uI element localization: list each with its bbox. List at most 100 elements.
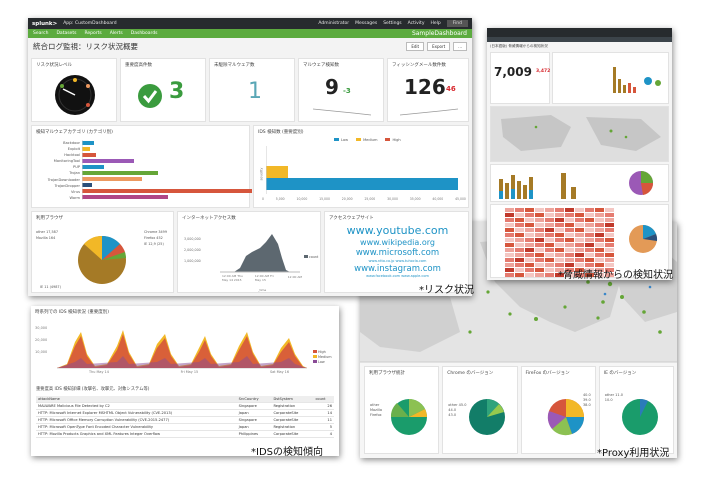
heatmap-cell bbox=[545, 213, 554, 217]
heatmap-cell bbox=[595, 263, 604, 267]
caption-ids: *IDSの検知傾向 bbox=[251, 447, 323, 458]
heatmap-cell bbox=[535, 253, 544, 257]
column-header[interactable]: SrcCountry bbox=[236, 396, 272, 403]
app-switcher[interactable]: App: CustomDashboard bbox=[63, 21, 117, 26]
malware-bar-chart bbox=[82, 140, 252, 200]
heatmap-cell bbox=[605, 253, 614, 257]
heatmap-cell bbox=[515, 213, 524, 217]
site-microsoft[interactable]: www.microsoft.com bbox=[355, 248, 440, 258]
pie-labels: other Mozilla Firefox bbox=[370, 403, 383, 417]
heatmap-cell bbox=[605, 243, 614, 247]
heatmap-cell bbox=[575, 268, 584, 272]
heatmap-cell bbox=[595, 248, 604, 252]
heatmap-cell bbox=[585, 228, 594, 232]
heatmap-cell bbox=[585, 218, 594, 222]
heatmap-cell bbox=[575, 243, 584, 247]
menu-administrator[interactable]: Administrator bbox=[318, 21, 350, 26]
site-youtube[interactable]: www.youtube.com bbox=[346, 224, 449, 237]
column-header[interactable]: DstSystem bbox=[271, 396, 314, 403]
export-button[interactable]: Export bbox=[427, 42, 451, 51]
site-small-2[interactable]: www.facebook.com www.apple.com bbox=[366, 274, 429, 278]
ids-legend: High Medium Low bbox=[313, 350, 332, 365]
heatmap-cell bbox=[505, 253, 514, 257]
table-row[interactable]: HTTP: Microsoft Internet Explorer MSHTML… bbox=[36, 409, 334, 417]
dashboard-actions: Edit Export ... bbox=[406, 42, 467, 51]
threat-topbar bbox=[487, 28, 672, 37]
table-body: MALWARE Malicious File Detected by C2 Sin… bbox=[36, 402, 334, 438]
heatmap-cell bbox=[535, 238, 544, 242]
heatmap-cell bbox=[575, 248, 584, 252]
website-panel: アクセスウェブサイト www.youtube.com www.wikipedia… bbox=[324, 211, 469, 293]
heatmap-cell bbox=[505, 273, 514, 277]
heatmap-cell bbox=[505, 218, 514, 222]
heatmap-cell bbox=[515, 233, 524, 237]
menu-settings[interactable]: Settings bbox=[383, 21, 402, 26]
heatmap-cell bbox=[505, 223, 514, 227]
category-label: Virus bbox=[70, 189, 80, 194]
threat-appbar bbox=[487, 37, 672, 42]
nav-search[interactable]: Search bbox=[33, 31, 49, 36]
site-instagram[interactable]: www.instagram.com bbox=[354, 264, 441, 274]
column-header[interactable]: attackName bbox=[36, 396, 237, 403]
tick-label: 15,000 bbox=[319, 197, 330, 201]
heatmap-cell bbox=[495, 218, 504, 222]
menu-messages[interactable]: Messages bbox=[355, 21, 378, 26]
table-cell: 11 bbox=[313, 416, 334, 424]
table-cell: 4 bbox=[313, 430, 334, 438]
legend-swatch-high bbox=[385, 138, 391, 141]
proxy-ie-panel: IE のバージョン other 11.0 10.0 bbox=[598, 366, 674, 454]
heatmap-cell bbox=[535, 223, 544, 227]
proxy-browser-pie bbox=[390, 399, 427, 435]
tick-label: 0 bbox=[262, 197, 264, 201]
table-row[interactable]: HTTP: Microsoft OpenType Font Encoded Ch… bbox=[36, 423, 334, 431]
heatmap-cell bbox=[525, 238, 534, 242]
heatmap-cell bbox=[535, 243, 544, 247]
heatmap-cell bbox=[545, 243, 554, 247]
heatmap-cell bbox=[545, 263, 554, 267]
nav-alerts[interactable]: Alerts bbox=[109, 31, 123, 36]
table-row[interactable]: HTTP: Microsoft Office Memory Corruption… bbox=[36, 416, 334, 424]
table-cell: Philippines bbox=[236, 430, 272, 438]
heatmap-cell bbox=[605, 233, 614, 237]
heatmap-cell bbox=[525, 268, 534, 272]
site-wikipedia[interactable]: www.wikipedia.org bbox=[360, 238, 435, 247]
heatmap-cell bbox=[605, 213, 614, 217]
nav-dashboards[interactable]: Dashboards bbox=[130, 31, 158, 36]
heatmap-cell bbox=[555, 243, 564, 247]
column-header[interactable]: count bbox=[313, 396, 334, 403]
ids-table-title: 重要度高 IDS 検知詳細 (攻撃名、攻撃元、対象システム等) bbox=[36, 387, 150, 392]
heatmap-cell bbox=[555, 218, 564, 222]
heatmap-cell bbox=[585, 238, 594, 242]
edit-button[interactable]: Edit bbox=[406, 42, 425, 51]
heatmap-cell bbox=[545, 218, 554, 222]
heatmap-cell bbox=[505, 228, 514, 232]
ids-dashboard: 時系列での IDS 検知状況 (重要度別) 30,000 20,000 10,0… bbox=[31, 306, 339, 456]
heatmap-cell bbox=[545, 273, 554, 277]
heatmap-cell bbox=[565, 273, 574, 277]
heatmap-cell bbox=[515, 238, 524, 242]
find-input[interactable]: Find bbox=[446, 20, 468, 27]
nav-datasets[interactable]: Datasets bbox=[56, 31, 77, 36]
heatmap-cell bbox=[595, 233, 604, 237]
site-small[interactable]: www.ntto.co.jp www.tuhocla.com bbox=[368, 259, 427, 263]
table-cell: 14 bbox=[313, 409, 334, 417]
table-row[interactable]: MALWARE Malicious File Detected by C2 Sin… bbox=[36, 402, 334, 410]
heatmap-cell bbox=[525, 253, 534, 257]
heatmap-cell bbox=[525, 208, 534, 212]
heatmap-cell bbox=[575, 208, 584, 212]
heatmap-cell bbox=[515, 208, 524, 212]
table-cell: Japan bbox=[236, 409, 272, 417]
heatmap-cell bbox=[545, 248, 554, 252]
menu-help[interactable]: Help bbox=[430, 21, 441, 26]
heatmap-cell bbox=[495, 263, 504, 267]
kpi-value: 126 bbox=[404, 75, 446, 99]
nav-reports[interactable]: Reports bbox=[84, 31, 102, 36]
heatmap-cell bbox=[545, 238, 554, 242]
proxy-firefox-pie bbox=[547, 399, 584, 436]
more-button[interactable]: ... bbox=[453, 42, 467, 51]
legend-swatch bbox=[304, 255, 308, 258]
table-row[interactable]: HTTP: Mozilla Products Graphics and XML … bbox=[36, 430, 334, 438]
heatmap-cell bbox=[555, 238, 564, 242]
menu-activity[interactable]: Activity bbox=[407, 21, 425, 26]
table-cell: 26 bbox=[313, 402, 334, 410]
